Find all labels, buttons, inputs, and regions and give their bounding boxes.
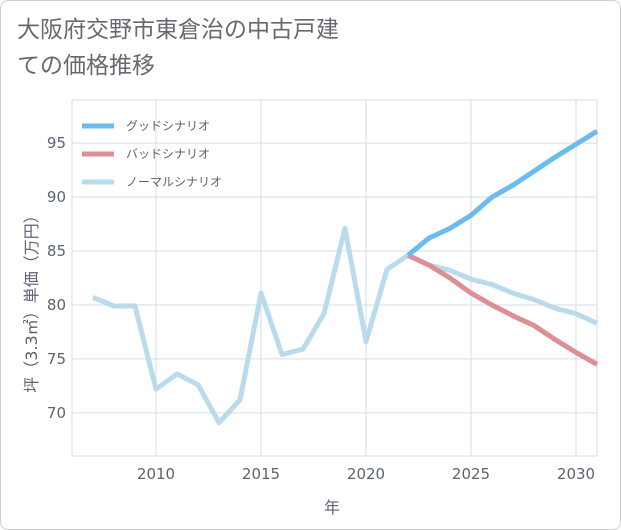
- grid-lines: [71, 99, 598, 457]
- x-axis-ticks: 2010 2015 2020 2025 2030: [137, 465, 595, 483]
- x-tick-label-2015: 2015: [242, 465, 280, 483]
- legend-label-2[interactable]: バッドシナリオ: [126, 147, 210, 161]
- legend-label-3[interactable]: ノーマルシナリオ: [126, 175, 222, 189]
- x-tick-label-2010: 2010: [137, 465, 175, 483]
- y-axis-ticks: 70 75 80 85 90 95: [47, 134, 66, 422]
- y-axis-label: 坪（3.3㎡）単価（万円）: [22, 207, 41, 392]
- y-tick-label-90: 90: [47, 188, 66, 206]
- series-line-1: [406, 129, 599, 258]
- y-tick-label-80: 80: [47, 296, 66, 314]
- x-tick-label-2030: 2030: [557, 465, 595, 483]
- y-tick-label-75: 75: [47, 350, 66, 368]
- x-axis-label: 年: [324, 498, 340, 517]
- plot-area-border: [71, 99, 598, 457]
- x-tick-label-2020: 2020: [347, 465, 385, 483]
- legend-label-1[interactable]: グッドシナリオ: [126, 119, 210, 133]
- chart-title: 大阪府交野市東倉治の中古戸建ての価格推移: [17, 17, 339, 79]
- series-lines: [92, 129, 599, 426]
- x-tick-label-2025: 2025: [452, 465, 490, 483]
- y-tick-label-85: 85: [47, 242, 66, 260]
- y-tick-label-70: 70: [47, 404, 66, 422]
- series-line-3: [92, 225, 599, 426]
- series-line-2: [406, 253, 599, 367]
- y-tick-label-95: 95: [47, 134, 66, 152]
